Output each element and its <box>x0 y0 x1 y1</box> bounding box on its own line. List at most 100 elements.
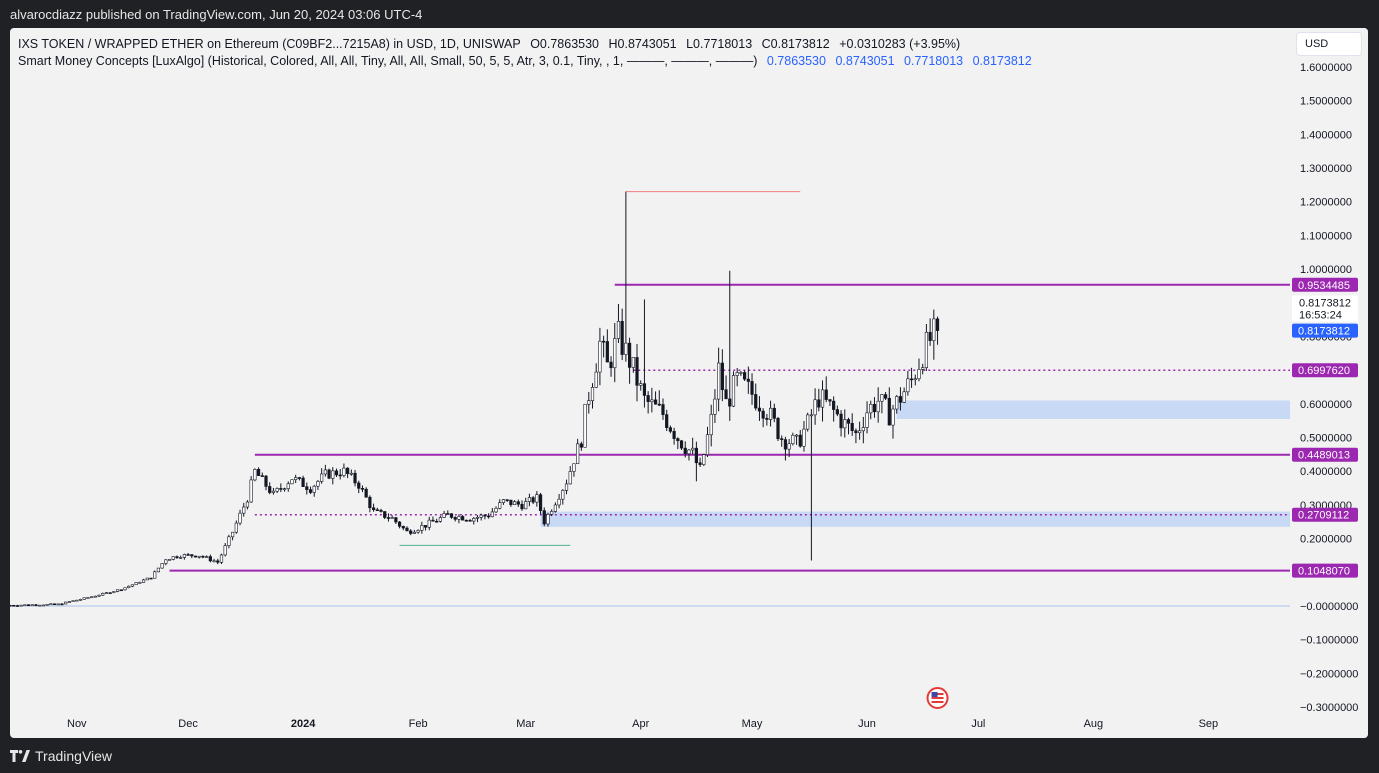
candle-body <box>360 488 365 490</box>
candle-body <box>464 519 468 522</box>
candle-body <box>624 342 628 355</box>
level-tag-5 <box>1292 563 1358 578</box>
candle-body <box>312 485 316 493</box>
candle-body <box>520 503 524 510</box>
candle-body <box>668 427 673 432</box>
candle-body <box>527 497 532 502</box>
candle-body <box>182 554 186 558</box>
candle-body <box>320 473 324 482</box>
candle-body <box>245 501 250 508</box>
flag-stripe-icon <box>931 697 944 699</box>
candle-body <box>52 603 57 606</box>
candle-body <box>613 338 617 369</box>
candle-body <box>231 531 235 538</box>
candle-body <box>483 514 487 517</box>
candle-body <box>386 517 391 519</box>
candle-body <box>449 513 454 518</box>
price-chart[interactable]: 1.6000000 1.5000000 1.4000000 1.3000000 1.20… <box>10 28 1368 738</box>
currency-button[interactable]: USD <box>1296 32 1362 56</box>
candle-body <box>802 428 806 447</box>
candle-body <box>772 407 776 419</box>
candle-body <box>583 403 587 448</box>
candle-body <box>127 585 131 589</box>
last-price-tag <box>1292 323 1358 338</box>
symbol-title: IXS TOKEN / WRAPPED ETHER on Ethereum (C… <box>18 37 521 51</box>
candle-body <box>275 488 279 492</box>
candle-body <box>45 603 49 606</box>
candle-body <box>86 597 90 599</box>
candle-body <box>112 591 116 593</box>
candle-body <box>357 482 361 489</box>
candle-body <box>119 589 123 592</box>
candle-body <box>806 414 810 430</box>
candle-body <box>130 584 135 587</box>
candle-body <box>705 434 710 455</box>
flag-canton-icon <box>931 692 938 697</box>
candle-body <box>709 413 713 436</box>
candle-body <box>602 340 606 343</box>
candle-body <box>334 470 339 476</box>
candle-body <box>160 563 164 569</box>
y-tick-label: 1.4000000 <box>1300 129 1352 141</box>
y-tick-label: 0.4000000 <box>1300 466 1352 478</box>
candle-body <box>479 514 483 518</box>
candle-body <box>858 430 862 434</box>
candle-body <box>694 447 698 464</box>
candle-body <box>883 394 888 399</box>
candle-body <box>490 511 494 518</box>
candle-body <box>791 434 795 445</box>
candle-body <box>271 490 276 493</box>
chart-panel[interactable]: 1.6000000 1.5000000 1.4000000 1.3000000 1.20… <box>10 28 1368 738</box>
candle-body <box>846 419 851 424</box>
publisher-text: alvarocdiazz published on TradingView.co… <box>10 7 423 22</box>
candle-body <box>832 400 836 410</box>
candle-body <box>605 341 609 363</box>
candle-body <box>156 567 161 573</box>
candle-body <box>442 513 446 518</box>
chart-legend: IXS TOKEN / WRAPPED ETHER on Ethereum (C… <box>18 36 1032 70</box>
candle-body <box>216 560 220 563</box>
candle-body <box>101 592 105 596</box>
candle-body <box>650 399 654 402</box>
candle-body <box>416 530 420 533</box>
candle-body <box>768 407 773 420</box>
candle-body <box>297 477 301 479</box>
candle-body <box>375 509 379 512</box>
candle-body <box>869 403 873 414</box>
candle-body <box>461 516 465 521</box>
candle-body <box>401 526 405 529</box>
order-block-zone-2 <box>540 511 1290 527</box>
candle-body <box>854 430 858 434</box>
candle-body <box>895 396 899 410</box>
candle-body <box>683 447 687 455</box>
candle-body <box>653 399 658 405</box>
level-tag-label-4: 0.2709112 <box>1298 510 1349 522</box>
candle-body <box>743 372 747 380</box>
candle-body <box>876 400 880 413</box>
candle-body <box>420 525 424 531</box>
candle-body <box>783 439 788 450</box>
tradingview-logo[interactable]: TradingView <box>10 748 112 764</box>
candle-body <box>787 443 791 450</box>
candle-body <box>446 513 450 515</box>
price-axis[interactable] <box>1290 28 1368 738</box>
candle-body <box>924 331 929 368</box>
tradingview-logo-icon <box>10 749 30 762</box>
x-tick-label: Sep <box>1199 718 1219 730</box>
indicator-value-1: 0.7863530 <box>766 54 826 68</box>
candle-body <box>64 601 68 605</box>
candle-body <box>724 389 728 400</box>
indicator-legend-line[interactable]: Smart Money Concepts [LuxAlgo] (Historic… <box>18 53 1032 70</box>
ohlc-high: H0.8743051 <box>608 37 677 51</box>
candle-body <box>538 494 543 511</box>
candle-body <box>316 481 320 487</box>
candle-body <box>371 507 376 511</box>
candle-body <box>898 396 903 403</box>
candle-body <box>438 517 442 522</box>
candle-body <box>850 423 854 431</box>
candle-body <box>757 407 762 412</box>
level-tag-label-2: 0.6997620 <box>1298 365 1350 377</box>
candle-body <box>208 556 212 562</box>
footer-bar: TradingView <box>0 738 1379 773</box>
candle-body <box>390 517 394 519</box>
